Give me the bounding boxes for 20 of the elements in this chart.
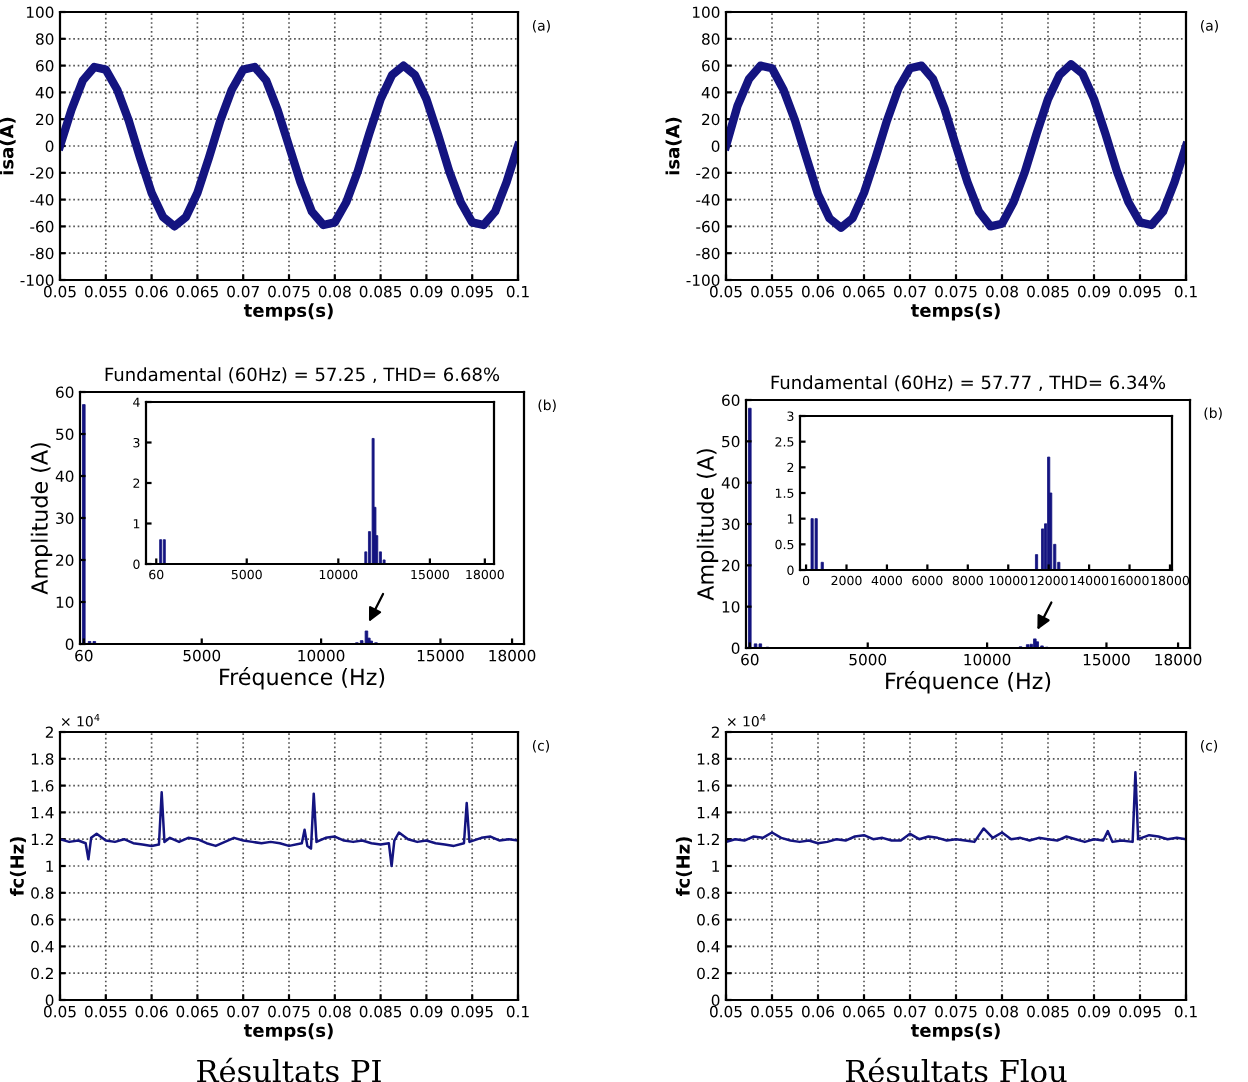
x-axis-title: temps(s): [243, 303, 333, 321]
y-axis-title: isa(A): [665, 117, 682, 175]
x-axis-title: temps(s): [910, 1023, 1000, 1041]
y-axis-title: Amplitude (A): [696, 449, 719, 601]
y-axis-title: Amplitude (A): [30, 443, 53, 595]
y-axis-title: isa(A): [0, 117, 16, 175]
line-series: [726, 770, 1186, 845]
line-series: [60, 61, 518, 231]
x-axis-title: Fréquence (Hz): [220, 667, 385, 690]
x-axis-title: Fréquence (Hz): [886, 671, 1051, 694]
text: Résultats PI: [197, 1057, 381, 1082]
x-axis-title: temps(s): [910, 303, 1000, 321]
y-axis-title: fc(Hz): [675, 837, 692, 896]
chart-title: Fundamental (60Hz) = 57.25 , THD= 6.68%: [105, 367, 500, 384]
x-axis-title: temps(s): [243, 1023, 333, 1041]
line-series: [60, 791, 518, 868]
y-axis-title: fc(Hz): [9, 837, 26, 896]
line-series: [726, 60, 1186, 232]
chart-title: Fundamental (60Hz) = 57.77 , THD= 6.34%: [771, 375, 1166, 392]
text: Résultats Flou: [845, 1057, 1067, 1082]
